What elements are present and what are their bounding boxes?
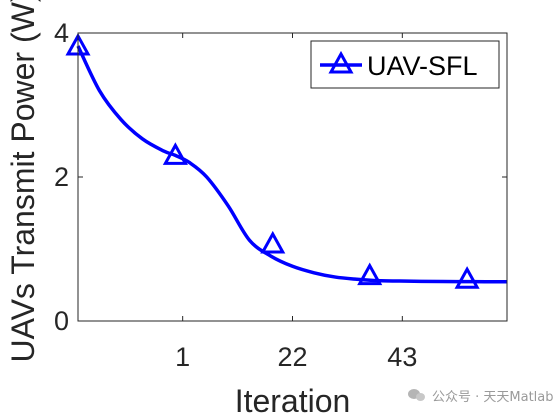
wechat-icon (408, 388, 426, 402)
x-tick-label: 1 (175, 342, 190, 372)
watermark-text: 公众号 · 天天Matlab (432, 389, 554, 405)
data-point (357, 262, 383, 286)
x-tick-label: 22 (277, 342, 307, 372)
y-axis-title: UAVs Transmit Power (W) (5, 0, 41, 363)
legend-label: UAV-SFL (367, 51, 478, 81)
y-tick-label: 0 (54, 306, 69, 336)
data-point (162, 142, 188, 165)
watermark: 公众号 · 天天Matlab (408, 383, 558, 407)
data-point (260, 230, 286, 254)
series-line-0 (76, 45, 508, 284)
data-point (454, 266, 480, 289)
x-tick-label: 43 (387, 342, 417, 372)
x-axis-title: Iteration (235, 383, 351, 419)
y-tick-label: 4 (54, 18, 69, 48)
legend: UAV-SFL (310, 40, 500, 89)
legend-marker (328, 50, 354, 74)
y-tick-label: 2 (54, 162, 69, 192)
